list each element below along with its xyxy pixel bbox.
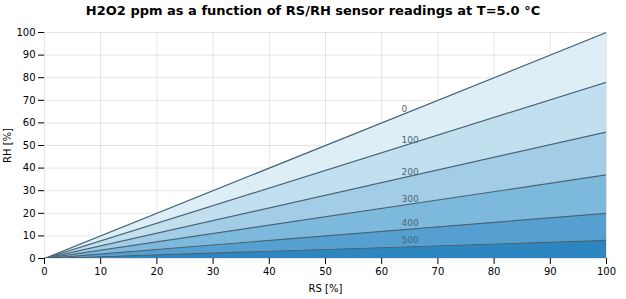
- svg-text:90: 90: [23, 49, 36, 60]
- svg-text:500: 500: [402, 235, 419, 245]
- svg-text:20: 20: [23, 208, 36, 219]
- svg-text:RH [%]: RH [%]: [2, 128, 13, 163]
- svg-text:100: 100: [16, 27, 35, 38]
- svg-text:40: 40: [23, 162, 36, 173]
- svg-text:80: 80: [488, 266, 501, 277]
- svg-text:40: 40: [263, 266, 276, 277]
- svg-text:30: 30: [207, 266, 220, 277]
- svg-text:0: 0: [29, 253, 35, 264]
- svg-text:60: 60: [23, 117, 36, 128]
- svg-text:50: 50: [23, 140, 36, 151]
- svg-text:20: 20: [151, 266, 164, 277]
- svg-text:100: 100: [402, 135, 419, 145]
- svg-text:70: 70: [432, 266, 445, 277]
- svg-text:400: 400: [402, 218, 419, 228]
- svg-text:10: 10: [23, 230, 36, 241]
- svg-text:50: 50: [319, 266, 332, 277]
- svg-text:80: 80: [23, 72, 36, 83]
- html-text:H2O2 ppm as a function of RS/R: H2O2 ppm as a function of RS/RH sensor r…: [85, 3, 541, 18]
- svg-text:30: 30: [23, 185, 36, 196]
- svg-text:70: 70: [23, 95, 36, 106]
- svg-text:0: 0: [402, 104, 408, 114]
- svg-text:10: 10: [94, 266, 107, 277]
- svg-text:RS [%]: RS [%]: [309, 283, 343, 294]
- svg-text:60: 60: [375, 266, 388, 277]
- svg-text:0: 0: [41, 266, 47, 277]
- svg-text:100: 100: [597, 266, 616, 277]
- svg-text:300: 300: [402, 194, 419, 204]
- svg-text:200: 200: [402, 167, 419, 177]
- svg-text:90: 90: [544, 266, 557, 277]
